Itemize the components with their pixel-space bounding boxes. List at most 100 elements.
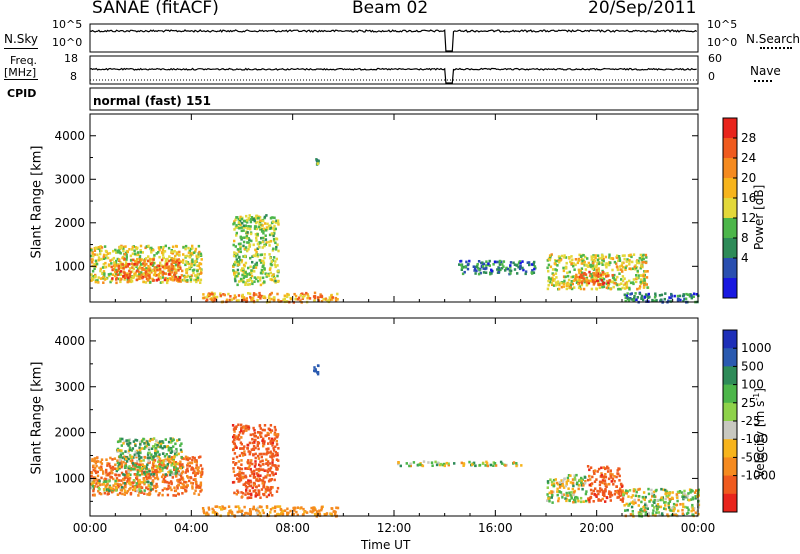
velocity-cell bbox=[397, 462, 400, 466]
power-cell bbox=[185, 271, 189, 275]
power-cell bbox=[597, 283, 600, 286]
power-cell bbox=[141, 268, 144, 271]
power-cell bbox=[604, 255, 608, 259]
power-cell bbox=[597, 267, 600, 270]
power-cell bbox=[263, 215, 267, 219]
velocity-cell bbox=[264, 490, 267, 494]
velocity-cell bbox=[105, 471, 108, 474]
velocity-cell bbox=[91, 493, 95, 497]
velocity-cell bbox=[252, 489, 256, 493]
velocity-cell bbox=[261, 439, 264, 442]
power-cell bbox=[179, 267, 182, 270]
power-cell bbox=[579, 273, 583, 277]
velocity-cell bbox=[598, 490, 601, 493]
power-cell bbox=[316, 160, 319, 163]
power-cell bbox=[547, 279, 550, 283]
power-cell bbox=[261, 236, 264, 240]
power-cell bbox=[334, 299, 338, 303]
power-cell bbox=[236, 248, 240, 251]
velocity-cell bbox=[606, 466, 609, 470]
power-cell bbox=[131, 252, 135, 256]
velocity-cell bbox=[515, 464, 518, 468]
power-cell bbox=[239, 223, 242, 227]
velocity-cell bbox=[96, 474, 100, 478]
power-cell bbox=[103, 272, 106, 275]
velocity-cell bbox=[164, 466, 167, 469]
power-cell bbox=[97, 256, 101, 259]
velocity-cell bbox=[115, 477, 119, 480]
velocity-cell bbox=[641, 495, 644, 499]
velocity-cell bbox=[276, 505, 279, 508]
power-cell bbox=[173, 273, 176, 277]
power-cell bbox=[269, 271, 272, 275]
power-cell bbox=[330, 298, 334, 301]
power-cell bbox=[241, 293, 244, 297]
velocity-cell bbox=[335, 506, 338, 510]
power-cell bbox=[235, 299, 239, 302]
velocity-cell bbox=[267, 467, 270, 471]
power-cell bbox=[239, 215, 242, 219]
power-cell bbox=[285, 300, 288, 303]
power-cell bbox=[137, 277, 141, 280]
power-cell bbox=[575, 281, 579, 284]
time-xtick-label: 12:00 bbox=[377, 521, 412, 535]
power-cell bbox=[572, 262, 575, 265]
velocity-cell bbox=[150, 437, 153, 441]
power-cell bbox=[164, 264, 167, 268]
velocity-cell bbox=[558, 490, 561, 493]
power-cell bbox=[519, 261, 522, 265]
power-cell bbox=[162, 251, 165, 254]
power-cell bbox=[598, 286, 601, 289]
velocity-cell bbox=[194, 474, 197, 478]
velocity-cell bbox=[114, 482, 117, 486]
power-cell bbox=[252, 266, 255, 269]
velocity-cell bbox=[257, 479, 260, 483]
velocity-cell bbox=[443, 464, 446, 468]
velocity-cell bbox=[127, 477, 130, 481]
power-cell bbox=[264, 296, 267, 300]
velocity-cell bbox=[652, 509, 655, 512]
power-cell bbox=[642, 253, 645, 257]
velocity-cell bbox=[136, 470, 140, 474]
power-cell bbox=[313, 296, 317, 300]
power-cell bbox=[181, 261, 185, 264]
power-cell bbox=[110, 262, 113, 265]
velocity-cell bbox=[199, 486, 202, 489]
velocity-cell bbox=[175, 467, 179, 470]
power-cell bbox=[139, 249, 142, 252]
nsearch-label: N.Search bbox=[746, 32, 800, 46]
power-cell bbox=[114, 248, 117, 252]
power-cell bbox=[270, 297, 273, 301]
power-cell bbox=[136, 257, 139, 261]
velocity-cell bbox=[116, 440, 120, 444]
velocity-cell bbox=[133, 462, 136, 465]
power-cell bbox=[164, 272, 167, 276]
velocity-cell bbox=[191, 458, 194, 462]
velocity-cell bbox=[559, 482, 562, 486]
velocity-cell bbox=[96, 470, 99, 474]
power-cell bbox=[580, 262, 583, 265]
velocity-cell bbox=[116, 482, 119, 486]
velocity-cell bbox=[615, 485, 618, 488]
velocity-cell bbox=[151, 480, 155, 483]
velocity-cell bbox=[106, 492, 109, 496]
velocity-cell bbox=[638, 487, 641, 491]
velocity-cell bbox=[588, 483, 591, 487]
power-cell bbox=[601, 263, 604, 266]
power-cell bbox=[259, 261, 263, 264]
power-cell bbox=[570, 287, 574, 291]
velocity-cell bbox=[133, 486, 137, 489]
velocity-cell bbox=[691, 496, 694, 499]
power-cell bbox=[182, 253, 185, 256]
velocity-cell bbox=[101, 483, 104, 486]
velocity-panel-ylabel: Slant Range [km] bbox=[29, 361, 45, 475]
velocity-cell bbox=[564, 497, 567, 500]
power-cell bbox=[616, 275, 619, 279]
velocity-cell bbox=[272, 473, 275, 477]
power-cell bbox=[497, 270, 501, 274]
power-cell bbox=[173, 249, 176, 253]
power-cell bbox=[151, 263, 155, 266]
velocity-cell bbox=[447, 463, 450, 467]
velocity-cell bbox=[156, 477, 160, 481]
velocity-cell bbox=[157, 460, 160, 464]
